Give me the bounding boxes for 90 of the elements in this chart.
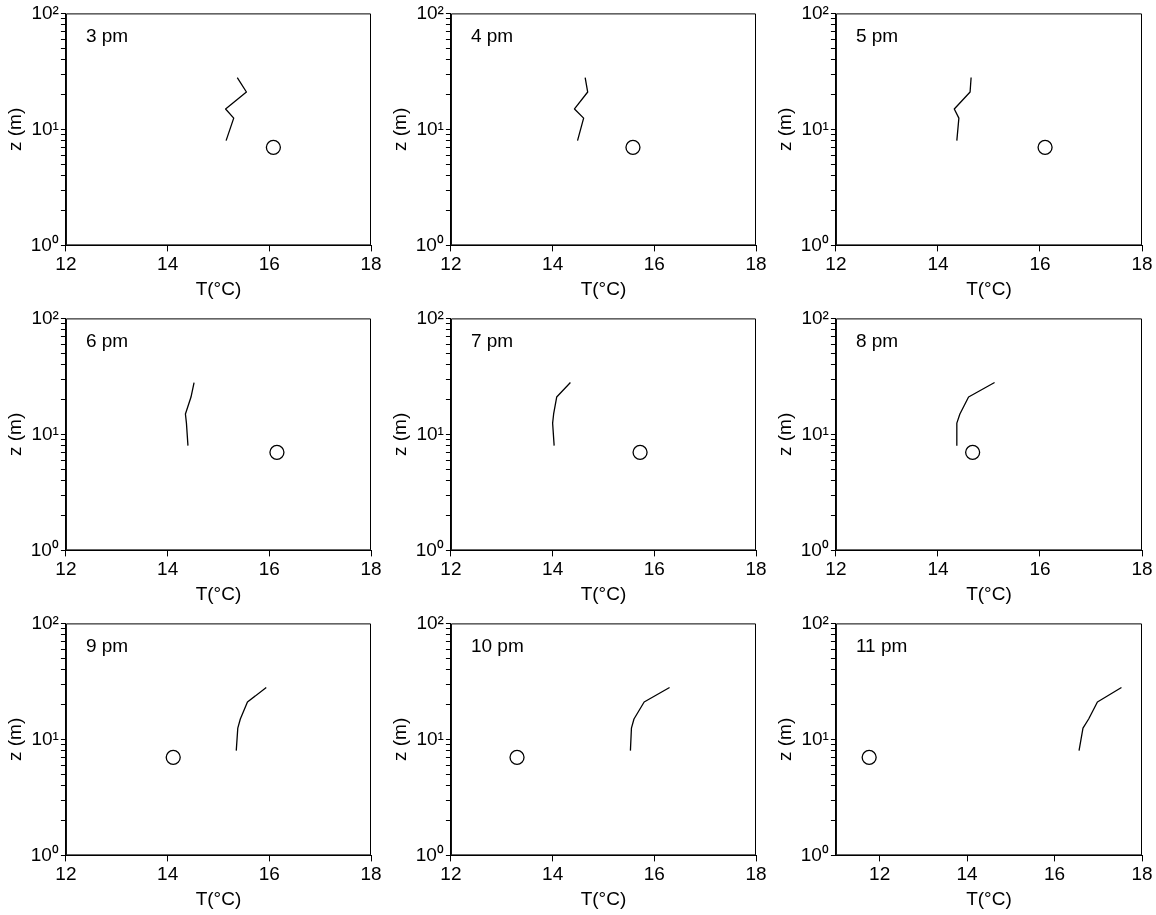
y-tick-label: 10⁰ xyxy=(30,843,59,865)
y-tick-label: 10⁰ xyxy=(415,233,444,255)
x-tick-label: 18 xyxy=(745,558,767,580)
y-tick-label: 10⁰ xyxy=(415,538,444,560)
y-tick-label: 10⁰ xyxy=(800,843,829,865)
annotation: 6 pm xyxy=(85,330,129,352)
y-tick-label: 10⁰ xyxy=(30,538,59,560)
x-tick-label: 12 xyxy=(825,253,847,275)
x-axis-title: T(°C) xyxy=(195,277,242,299)
annotation: 5 pm xyxy=(855,25,899,47)
x-tick-label: 16 xyxy=(643,863,665,885)
x-tick-label: 12 xyxy=(55,863,77,885)
annotation: 3 pm xyxy=(85,25,129,47)
x-tick-label: 12 xyxy=(55,253,77,275)
x-tick-label: 12 xyxy=(825,558,847,580)
y-tick-label: 10⁰ xyxy=(800,538,829,560)
x-axis-title: T(°C) xyxy=(966,887,1012,909)
annotation: 9 pm xyxy=(85,635,129,657)
x-axis-title: T(°C) xyxy=(580,582,627,604)
x-axis-title: T(°C) xyxy=(966,277,1012,299)
x-tick-label: 14 xyxy=(157,863,179,885)
y-tick-label: 10¹ xyxy=(801,727,829,749)
x-tick-label: 16 xyxy=(258,558,280,580)
x-tick-label: 16 xyxy=(1043,863,1066,885)
y-tick-label: 10⁰ xyxy=(415,843,444,865)
x-tick-label: 18 xyxy=(745,253,767,275)
y-axis-title: z (m) xyxy=(3,717,25,762)
x-tick-label: 14 xyxy=(157,558,179,580)
x-tick-label: 16 xyxy=(643,558,665,580)
x-tick-label: 18 xyxy=(360,863,382,885)
y-tick-label: 10¹ xyxy=(801,117,829,139)
annotation: 11 pm xyxy=(855,635,908,657)
x-tick-label: 16 xyxy=(258,863,280,885)
y-axis-title: z (m) xyxy=(388,107,410,152)
x-tick-label: 16 xyxy=(258,253,280,275)
y-tick-label: 10² xyxy=(416,1,444,23)
x-tick-label: 18 xyxy=(360,558,382,580)
y-tick-label: 10¹ xyxy=(31,117,59,139)
y-tick-label: 10¹ xyxy=(31,727,59,749)
y-tick-label: 10¹ xyxy=(416,727,444,749)
y-tick-label: 10¹ xyxy=(801,422,829,444)
x-tick-label: 16 xyxy=(643,253,665,275)
y-axis-title: z (m) xyxy=(3,412,25,457)
x-tick-label: 14 xyxy=(927,558,949,580)
x-tick-label: 14 xyxy=(927,253,949,275)
y-axis-title: z (m) xyxy=(773,412,795,457)
y-tick-label: 10¹ xyxy=(31,422,59,444)
y-axis-title: z (m) xyxy=(3,107,25,152)
x-tick-label: 14 xyxy=(157,253,179,275)
y-tick-label: 10⁰ xyxy=(30,233,59,255)
x-tick-label: 18 xyxy=(745,863,767,885)
y-tick-label: 10² xyxy=(416,306,444,328)
y-tick-label: 10¹ xyxy=(416,117,444,139)
x-tick-label: 14 xyxy=(956,863,979,885)
x-axis-title: T(°C) xyxy=(580,277,627,299)
x-tick-label: 18 xyxy=(1131,558,1153,580)
x-axis-title: T(°C) xyxy=(580,887,627,909)
y-axis-title: z (m) xyxy=(388,412,410,457)
x-tick-label: 18 xyxy=(1131,253,1153,275)
x-tick-label: 12 xyxy=(869,863,891,885)
x-tick-label: 12 xyxy=(440,253,462,275)
x-tick-label: 16 xyxy=(1029,558,1051,580)
x-axis-title: T(°C) xyxy=(195,582,242,604)
annotation: 10 pm xyxy=(470,635,524,657)
x-axis-title: T(°C) xyxy=(966,582,1012,604)
y-axis-title: z (m) xyxy=(773,717,795,762)
x-tick-label: 14 xyxy=(542,863,564,885)
y-tick-label: 10¹ xyxy=(416,422,444,444)
y-tick-label: 10² xyxy=(801,611,829,633)
x-tick-label: 18 xyxy=(1131,863,1153,885)
y-axis-title: z (m) xyxy=(388,717,410,762)
x-tick-label: 12 xyxy=(440,558,462,580)
x-tick-label: 12 xyxy=(440,863,462,885)
x-tick-label: 14 xyxy=(542,558,564,580)
y-tick-label: 10² xyxy=(31,1,59,23)
y-tick-label: 10² xyxy=(801,306,829,328)
y-tick-label: 10⁰ xyxy=(800,233,829,255)
x-tick-label: 14 xyxy=(542,253,564,275)
y-tick-label: 10² xyxy=(31,611,59,633)
annotation: 4 pm xyxy=(470,25,514,47)
x-axis-title: T(°C) xyxy=(195,887,242,909)
x-tick-label: 16 xyxy=(1029,253,1051,275)
x-tick-label: 12 xyxy=(55,558,77,580)
x-tick-label: 18 xyxy=(360,253,382,275)
y-tick-label: 10² xyxy=(416,611,444,633)
y-tick-label: 10² xyxy=(31,306,59,328)
annotation: 7 pm xyxy=(470,330,514,352)
annotation: 8 pm xyxy=(855,330,899,352)
y-tick-label: 10² xyxy=(801,1,829,23)
y-axis-title: z (m) xyxy=(773,107,795,152)
